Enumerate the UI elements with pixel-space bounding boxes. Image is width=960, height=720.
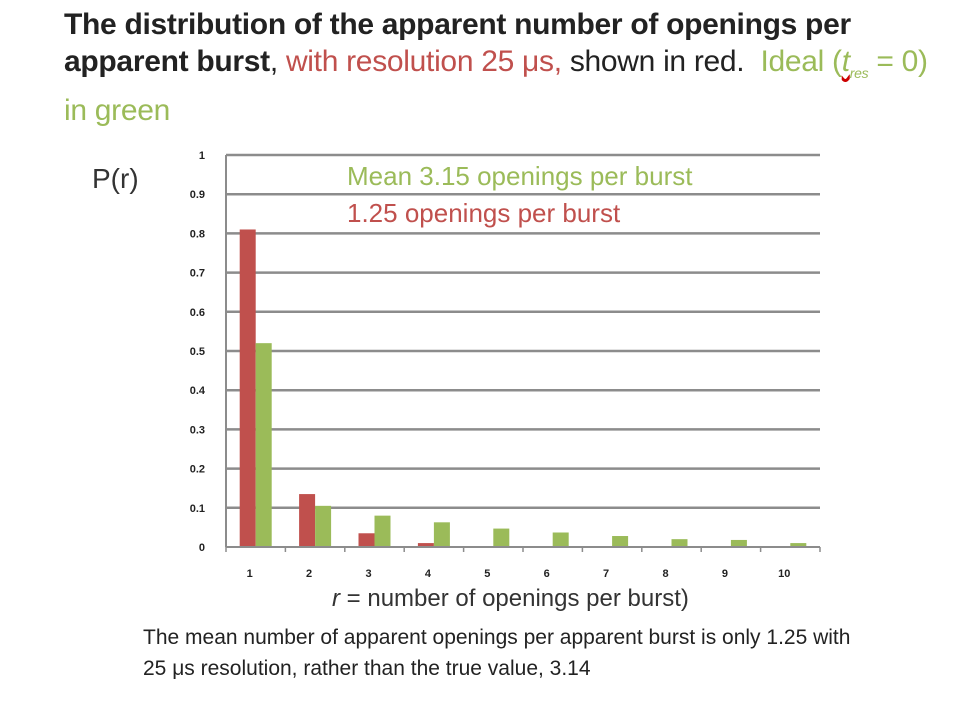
legend-entry: 1.25 openings per burst — [347, 198, 621, 228]
bar-green — [315, 505, 332, 547]
y-tick-label: 0 — [199, 542, 205, 554]
x-tick-label: 1 — [247, 568, 253, 580]
slide-title: The distribution of the apparent number … — [64, 6, 954, 129]
y-tick-label: 0.7 — [190, 268, 205, 280]
y-tick-label: 0.4 — [190, 385, 206, 397]
x-tick-label: 9 — [722, 568, 728, 580]
bar-red — [299, 494, 316, 547]
y-tick-label: 0.3 — [190, 424, 205, 436]
bar-green — [671, 539, 688, 547]
bar-green — [730, 539, 747, 547]
y-tick-labels: 0 0.1 0.2 0.3 0.4 0.5 0.6 0.7 0.8 0.9 1 — [190, 150, 206, 554]
legend-entry: Mean 3.15 openings per burst — [347, 161, 693, 191]
y-axis-label: P(r) — [92, 163, 139, 194]
x-tick-label: 4 — [425, 568, 432, 580]
bars — [239, 229, 807, 548]
title-red-part: with resolution 25 μs, — [285, 45, 562, 78]
x-tick-label: 10 — [778, 568, 790, 580]
y-tick-label: 0.5 — [190, 346, 205, 358]
title-green-part: Ideal (tres = 0) in green — [64, 45, 928, 127]
y-tick-label: 0.2 — [190, 464, 205, 476]
bar-green — [433, 522, 450, 547]
title-green-post: = 0) in green — [64, 45, 928, 127]
x-axis-label-text: = number of openings per burst) — [340, 585, 689, 612]
t-res-subscript: res — [849, 65, 869, 81]
title-line3: shown in red. — [569, 45, 745, 78]
legend: Mean 3.15 openings per burst 1.25 opening… — [347, 161, 693, 228]
y-tick-label: 0.6 — [190, 307, 205, 319]
title-bold: The distribution of the apparent number … — [64, 8, 851, 78]
x-tick-label: 7 — [603, 568, 609, 580]
caption: The mean number of apparent openings per… — [143, 626, 851, 680]
y-tick-label: 1 — [199, 150, 205, 162]
x-tick-label: 8 — [662, 568, 668, 580]
y-tick-label: 0.9 — [190, 189, 205, 201]
x-tick-label: 2 — [306, 568, 312, 580]
title-comma: , — [269, 45, 278, 78]
bar-green — [493, 528, 510, 547]
x-tick-label: 3 — [365, 568, 371, 580]
bar-green — [374, 515, 391, 547]
bar-green — [552, 532, 569, 547]
x-axis-label: r = number of openings per burst) — [332, 585, 689, 613]
x-tick-label: 5 — [484, 568, 490, 580]
bar-red — [239, 229, 256, 548]
bar-red — [417, 543, 434, 547]
axes — [225, 155, 821, 552]
bar-green — [612, 536, 629, 547]
x-tick-label: 6 — [544, 568, 550, 580]
bar-green — [790, 543, 807, 547]
y-tick-label: 0.8 — [190, 228, 205, 240]
t-res-letter: t — [841, 45, 850, 78]
bar-green — [255, 343, 272, 547]
x-axis-label-variable: r — [332, 585, 340, 612]
t-res-symbol: tres — [841, 45, 869, 81]
x-tick-labels: 1 2 3 4 5 6 7 8 9 10 — [247, 568, 791, 580]
bar-red — [358, 533, 375, 547]
title-green-pre: Ideal ( — [760, 45, 842, 78]
y-tick-label: 0.1 — [190, 503, 205, 515]
